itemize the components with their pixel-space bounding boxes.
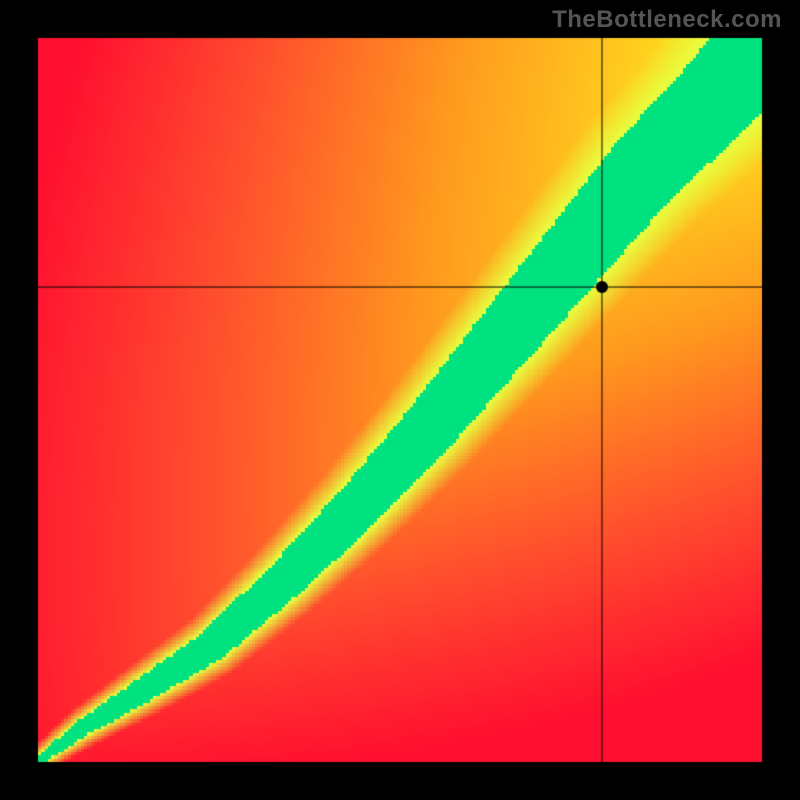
watermark-text: TheBottleneck.com <box>552 6 782 34</box>
bottleneck-heatmap <box>0 0 800 800</box>
chart-container: TheBottleneck.com <box>0 0 800 800</box>
